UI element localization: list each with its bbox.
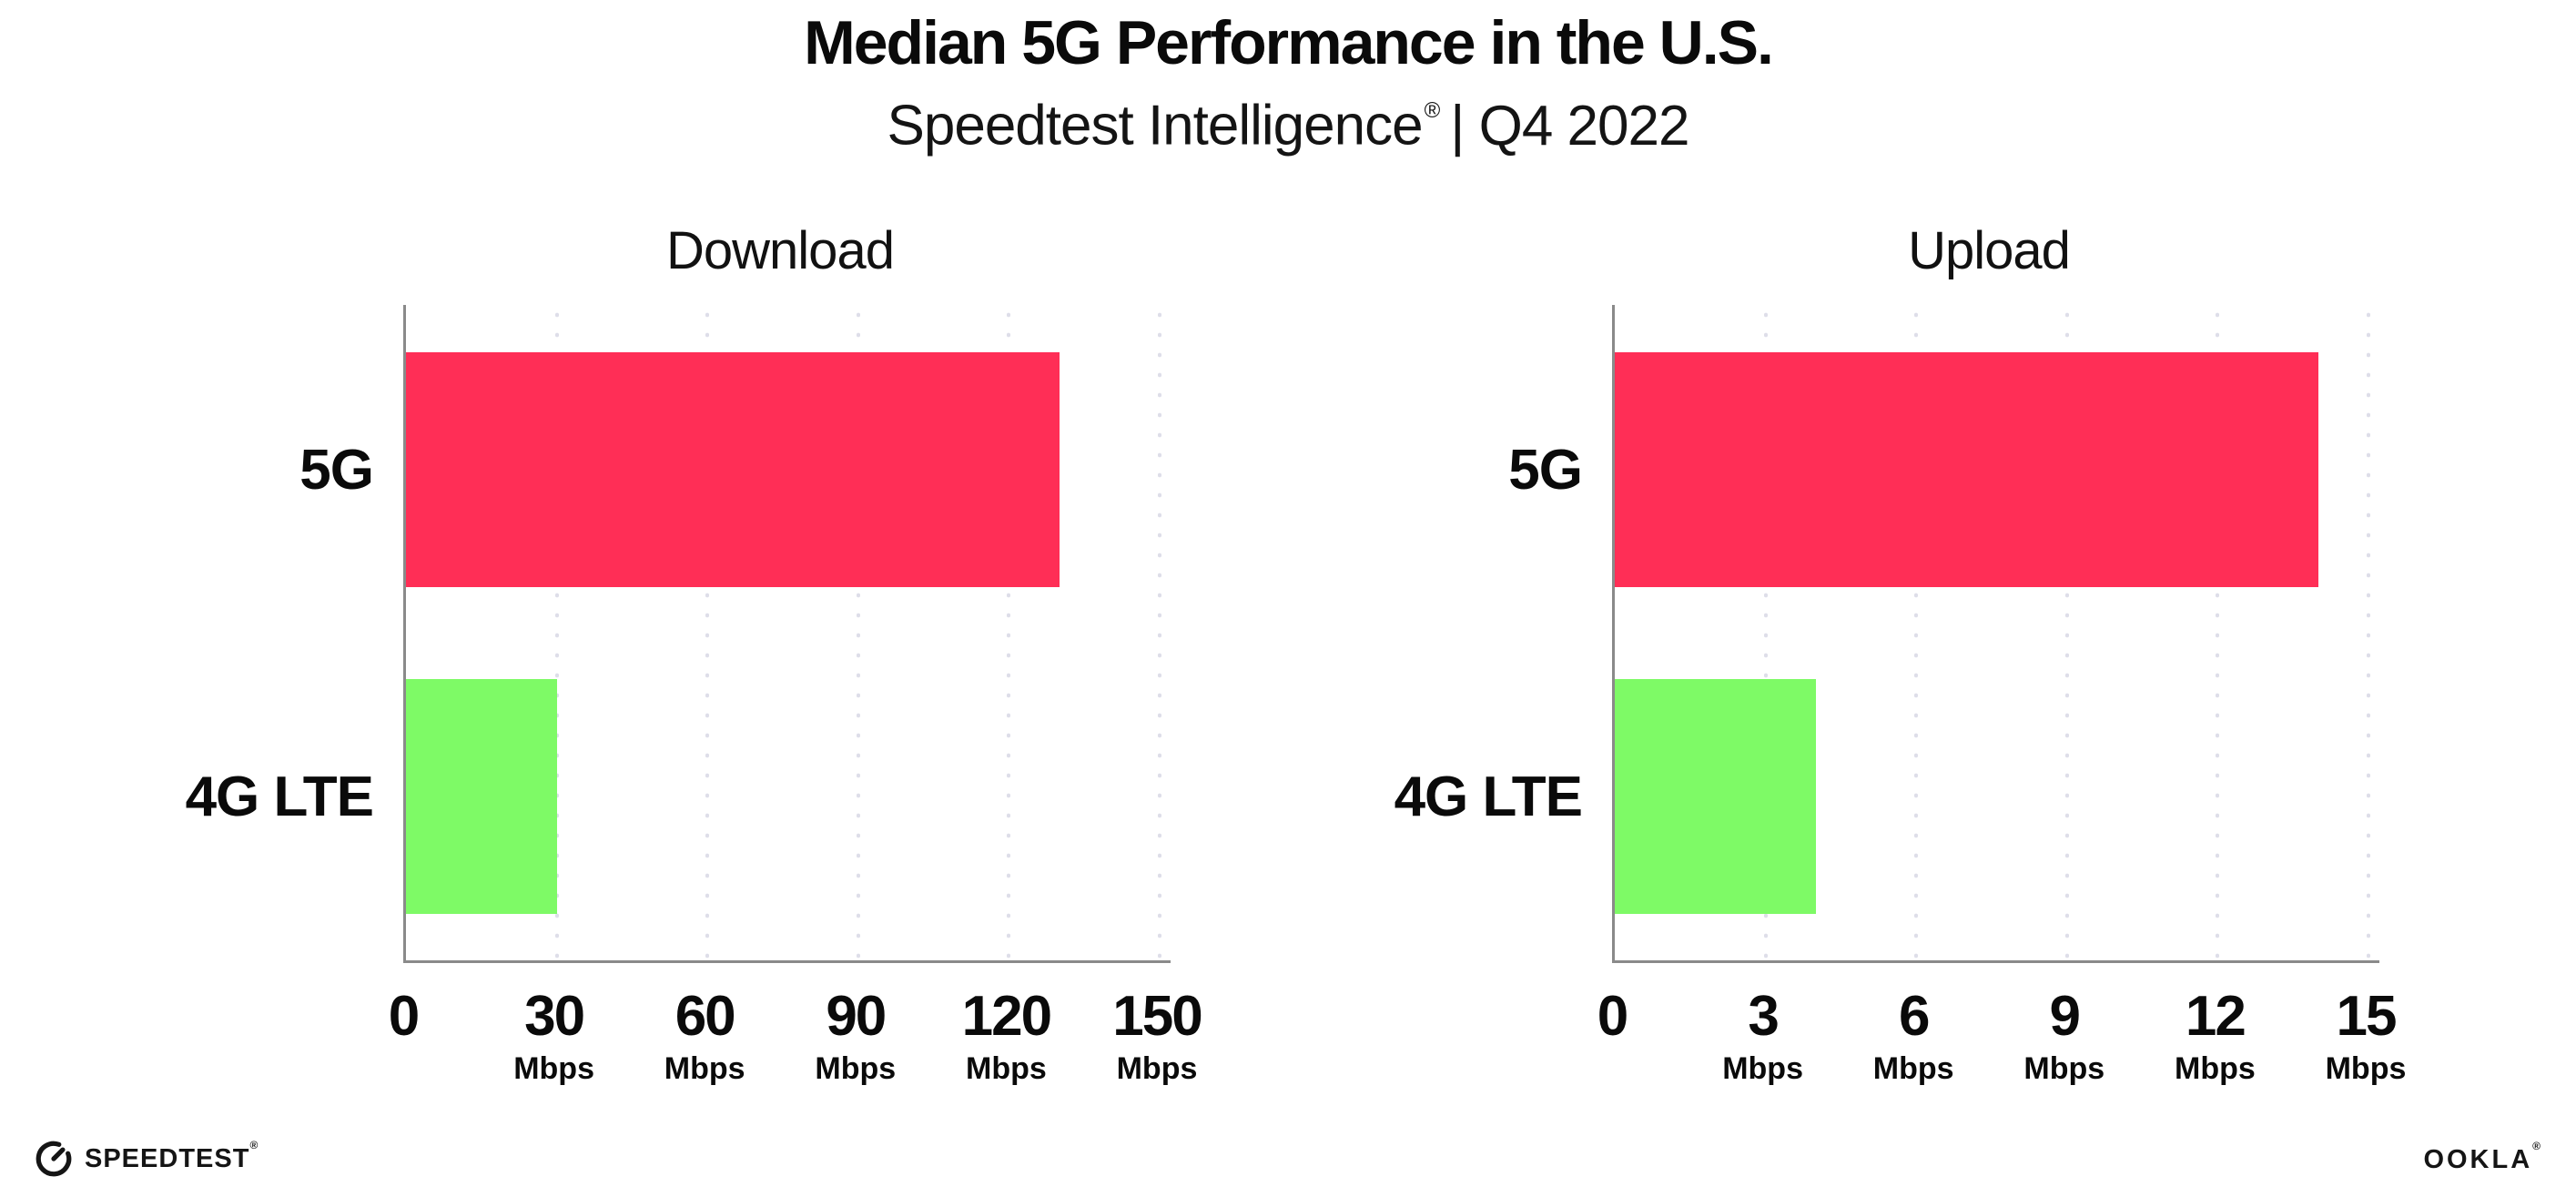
category-label-4g-lte: 4G LTE	[185, 765, 374, 828]
chart-header: Median 5G Performance in the U.S. Speedt…	[0, 9, 2576, 157]
speedtest-logo: SPEEDTEST®	[33, 1138, 259, 1180]
gridline	[554, 305, 559, 960]
upload-plot-area	[1612, 305, 2379, 963]
x-tick-value: 15	[2336, 985, 2398, 1048]
x-tick-value: 90	[826, 985, 887, 1048]
x-tick: 15 Mbps	[2325, 985, 2407, 1086]
x-tick-unit: Mbps	[664, 1051, 745, 1086]
gridline	[2064, 305, 2069, 960]
x-tick-unit: Mbps	[2175, 1051, 2256, 1086]
registered-mark: ®	[1424, 98, 1441, 123]
gridline	[1914, 305, 1919, 960]
x-tick-value: 6	[1898, 985, 1930, 1048]
upload-chart: Upload 5G 4G LTE 0 3 Mbps 6 Mbps 9 Mbps 12 Mbps 1…	[1336, 218, 2415, 1138]
x-tick-value: 0	[1597, 985, 1629, 1048]
category-label-4g-lte: 4G LTE	[1394, 765, 1583, 828]
bar-5g	[406, 352, 1060, 587]
x-tick-unit: Mbps	[1722, 1051, 1803, 1086]
x-tick-unit: Mbps	[815, 1051, 897, 1086]
bar-4g-lte	[1615, 679, 1816, 914]
category-label-5g: 5G	[1508, 438, 1583, 502]
x-tick-value: 9	[2049, 985, 2081, 1048]
x-tick: 6 Mbps	[1872, 985, 1954, 1086]
x-tick: 0	[388, 985, 421, 1048]
x-tick-unit: Mbps	[2325, 1051, 2407, 1086]
bar-5g	[1615, 352, 2318, 587]
x-tick-value: 0	[388, 985, 421, 1048]
gridline	[2216, 305, 2220, 960]
gridline	[2367, 305, 2370, 960]
x-tick-value: 3	[1748, 985, 1779, 1048]
x-tick-unit: Mbps	[1116, 1051, 1198, 1086]
x-tick: 120 Mbps	[961, 985, 1052, 1086]
upload-chart-title: Upload	[1908, 221, 2071, 280]
x-tick-unit: Mbps	[2023, 1051, 2105, 1086]
x-tick: 30 Mbps	[513, 985, 594, 1086]
download-plot-area	[403, 305, 1171, 963]
bar-4g-lte	[406, 679, 557, 914]
gridline	[705, 305, 710, 960]
x-tick: 150 Mbps	[1112, 985, 1202, 1086]
subtitle-period: | Q4 2022	[1450, 94, 1689, 157]
page-subtitle: Speedtest Intelligence® | Q4 2022	[0, 87, 2576, 157]
upload-x-axis: 0 3 Mbps 6 Mbps 9 Mbps 12 Mbps 15 Mbps	[1597, 985, 2407, 1134]
x-tick: 9 Mbps	[2023, 985, 2105, 1086]
subtitle-brand: Speedtest Intelligence	[887, 94, 1424, 157]
download-chart-title: Download	[666, 221, 895, 280]
speedtest-gauge-icon	[33, 1138, 75, 1180]
x-tick-value: 150	[1112, 985, 1202, 1048]
x-tick-unit: Mbps	[1872, 1051, 1954, 1086]
download-x-axis: 0 30 Mbps 60 Mbps 90 Mbps 120 Mbps 150 Mbps	[389, 985, 1203, 1134]
ookla-logo: OOKLA®	[2423, 1140, 2543, 1175]
x-tick: 90 Mbps	[815, 985, 897, 1086]
x-tick: 3 Mbps	[1722, 985, 1803, 1086]
download-chart: Download 5G 4G LTE 0 30 Mbps 60 Mbps 90 Mbps 12…	[127, 218, 1206, 1138]
gridline	[1007, 305, 1011, 960]
x-tick: 12 Mbps	[2175, 985, 2256, 1086]
x-tick: 0	[1597, 985, 1629, 1048]
registered-mark: ®	[2532, 1140, 2543, 1153]
category-label-5g: 5G	[299, 438, 374, 502]
x-tick-value: 60	[674, 985, 736, 1048]
x-tick-value: 120	[961, 985, 1052, 1048]
registered-mark: ®	[249, 1138, 259, 1151]
gridline	[1763, 305, 1768, 960]
x-tick-unit: Mbps	[513, 1051, 594, 1086]
gridline	[1158, 305, 1161, 960]
x-tick: 60 Mbps	[664, 985, 745, 1086]
x-tick-unit: Mbps	[965, 1051, 1047, 1086]
speedtest-wordmark: SPEEDTEST®	[85, 1138, 259, 1173]
ookla-wordmark: OOKLA	[2423, 1145, 2533, 1174]
x-tick-value: 12	[2185, 985, 2246, 1048]
page-title: Median 5G Performance in the U.S.	[804, 8, 1774, 77]
x-tick-value: 30	[524, 985, 585, 1048]
gridline	[856, 305, 860, 960]
